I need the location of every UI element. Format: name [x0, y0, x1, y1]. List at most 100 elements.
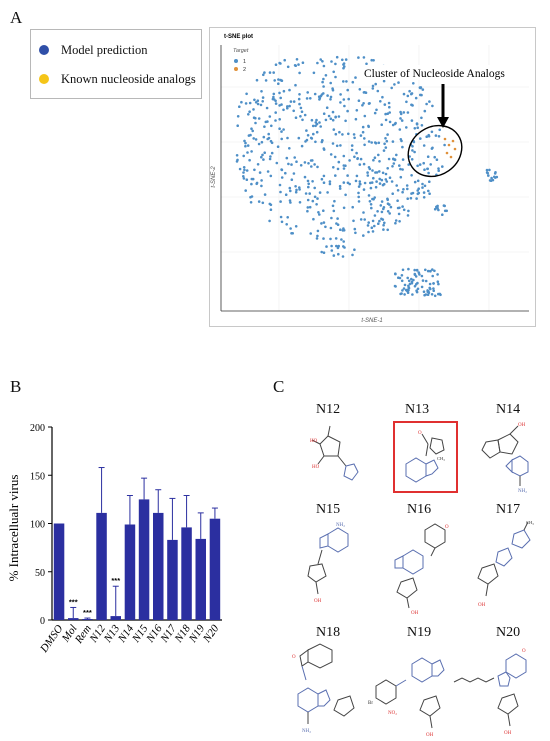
tsne-point — [439, 293, 442, 297]
tsne-point — [397, 212, 401, 216]
tsne-point — [401, 168, 404, 171]
tsne-point — [328, 180, 332, 183]
tsne-point — [235, 160, 239, 163]
tsne-point — [330, 249, 334, 252]
tsne-point — [424, 279, 428, 283]
tsne-point — [344, 119, 347, 123]
tsne-point — [288, 104, 291, 108]
tsne-point — [342, 80, 345, 83]
tsne-point — [401, 190, 404, 194]
tsne-point — [412, 82, 415, 85]
tsne-point — [335, 144, 339, 148]
tsne-point — [357, 191, 360, 195]
bar-y-tick-label: 50 — [35, 568, 45, 579]
tsne-point — [371, 219, 375, 223]
tsne-point — [280, 137, 283, 141]
tsne-point — [317, 95, 321, 98]
tsne-point — [318, 191, 322, 194]
tsne-point — [308, 205, 312, 209]
tsne-point — [357, 195, 360, 199]
bar-n12 — [96, 512, 107, 620]
tsne-point — [433, 207, 437, 211]
tsne-point — [427, 171, 430, 175]
tsne-point — [378, 182, 382, 185]
tsne-point — [433, 269, 436, 273]
structure-n12: HO HO — [310, 425, 359, 481]
tsne-point — [358, 88, 362, 91]
tsne-point — [249, 195, 252, 199]
tsne-point — [341, 58, 344, 62]
tsne-point — [416, 126, 419, 129]
tsne-points — [235, 55, 499, 298]
tsne-point — [342, 240, 345, 243]
tsne-point — [334, 174, 337, 177]
tsne-point — [330, 60, 333, 63]
tsne-point — [403, 293, 406, 296]
tsne-point — [264, 79, 268, 82]
tsne-point — [279, 96, 282, 100]
tsne-point — [312, 132, 315, 136]
tsne-point — [279, 62, 282, 65]
tsne-point — [277, 82, 280, 85]
tsne-point — [272, 95, 275, 99]
tsne-point — [322, 251, 326, 254]
tsne-point — [342, 98, 346, 101]
tsne-point — [242, 166, 246, 169]
tsne-point — [407, 267, 410, 271]
bar-dmso — [53, 523, 65, 620]
tsne-point — [294, 190, 298, 194]
tsne-point — [242, 154, 245, 158]
bar-mol — [68, 618, 79, 620]
tsne-point — [334, 132, 338, 136]
tsne-point — [242, 177, 246, 180]
tsne-point — [405, 184, 409, 187]
tsne-point — [306, 91, 309, 94]
tsne-point — [267, 132, 270, 136]
tsne-point — [351, 253, 354, 257]
tsne-point — [394, 121, 397, 125]
tsne-point — [260, 179, 263, 182]
tsne-point — [377, 153, 380, 157]
tsne-point — [368, 167, 372, 171]
tsne-point — [256, 163, 260, 166]
tsne-point — [495, 175, 499, 179]
tsne-point — [244, 141, 247, 145]
bar-n18 — [181, 527, 192, 620]
tsne-point — [406, 288, 409, 292]
tsne-point — [285, 223, 288, 226]
tsne-point — [294, 116, 298, 119]
tsne-point — [372, 176, 375, 180]
panel-c-label: C — [273, 377, 285, 396]
tsne-point — [397, 276, 400, 279]
tsne-point — [320, 177, 324, 181]
tsne-point — [309, 232, 312, 235]
tsne-point — [409, 196, 413, 200]
tsne-point — [262, 135, 266, 139]
tsne-point — [367, 140, 371, 143]
tsne-point — [336, 223, 340, 226]
tsne-point — [339, 144, 342, 147]
tsne-point — [342, 181, 346, 184]
tsne-point — [373, 156, 377, 159]
tsne-point — [329, 237, 332, 241]
tsne-point — [262, 73, 265, 77]
tsne-point — [236, 124, 239, 127]
tsne-point — [359, 218, 363, 221]
tsne-point — [342, 154, 346, 158]
tsne-point — [269, 155, 272, 158]
tsne-point — [396, 199, 399, 202]
tsne-point — [298, 102, 301, 106]
tsne-point — [294, 64, 297, 67]
tsne-point — [431, 104, 434, 108]
tsne-point — [331, 118, 335, 122]
structure-n19: Br NO₂ OH — [368, 657, 445, 738]
panel-b-label: B — [10, 377, 22, 396]
tsne-point — [297, 136, 301, 140]
tsne-point — [423, 109, 427, 113]
tsne-point — [273, 79, 276, 82]
tsne-legend-dot-2 — [234, 67, 238, 71]
tsne-point — [358, 180, 362, 183]
tsne-point — [284, 171, 287, 175]
tsne-point — [405, 126, 408, 129]
svg-text:OH: OH — [504, 731, 512, 736]
